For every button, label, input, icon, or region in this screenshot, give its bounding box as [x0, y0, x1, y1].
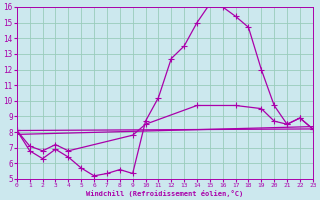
X-axis label: Windchill (Refroidissement éolien,°C): Windchill (Refroidissement éolien,°C): [86, 190, 244, 197]
